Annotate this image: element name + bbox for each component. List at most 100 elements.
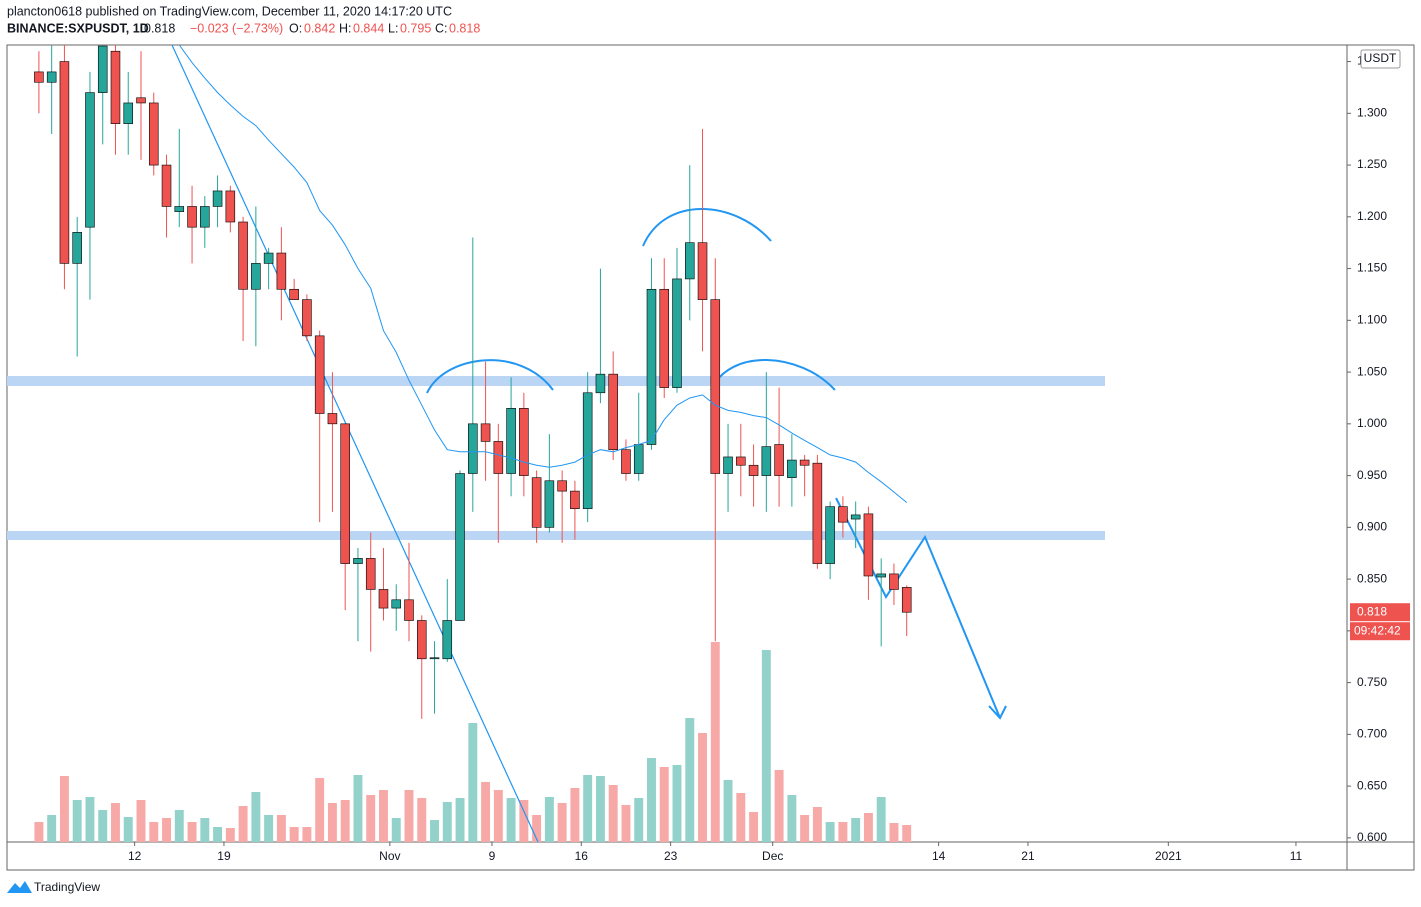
resistance-zone [7, 376, 1105, 386]
y-tick-label: 0.900 [1357, 520, 1387, 534]
candle-body [174, 206, 185, 212]
volume-bar [774, 770, 784, 842]
candle-body [34, 71, 44, 83]
y-tick-label: 0.700 [1357, 727, 1387, 741]
candle-body [506, 408, 516, 474]
volume-bar [162, 818, 171, 842]
y-tick-label: 1.250 [1357, 157, 1387, 171]
volume-bar [621, 805, 631, 842]
candle-body [97, 45, 108, 93]
candle-body [557, 480, 567, 492]
volume-bar [327, 803, 337, 842]
volume-bar [493, 790, 503, 842]
candle-body [442, 620, 453, 660]
volume-bar [570, 788, 580, 842]
x-tick-label: 12 [128, 849, 142, 863]
candle-body [59, 61, 70, 264]
candle-body [838, 506, 848, 523]
volume-bar [749, 812, 759, 842]
volume-bar [812, 807, 822, 842]
candle-body [710, 299, 721, 474]
candle-body [161, 164, 172, 207]
volume-bar [353, 775, 363, 842]
volume-bar [379, 790, 388, 842]
x-tick-label: 2021 [1155, 849, 1182, 863]
volume-bar [800, 815, 810, 842]
volume-bar [672, 765, 682, 842]
x-tick-label: Dec [762, 849, 783, 863]
x-tick-label: 21 [1021, 849, 1035, 863]
change: −0.023 (−2.73%) [190, 21, 283, 35]
last-price: 0.818 [1357, 604, 1387, 618]
currency: USDT [1364, 51, 1397, 65]
candle-body [531, 477, 542, 528]
candle-body [263, 252, 274, 264]
x-tick-label: 16 [575, 849, 589, 863]
candle-body [429, 657, 440, 660]
candle-body [672, 278, 682, 388]
y-tick-label: 0.950 [1357, 468, 1387, 482]
symbol: BINANCE:SXPUSDT, 1D [7, 21, 149, 35]
candle-body [876, 573, 886, 578]
volume-bar [225, 828, 235, 842]
volume-bar [302, 827, 312, 842]
candle-body [825, 506, 835, 564]
candle-body [353, 558, 363, 564]
x-tick-label: 9 [489, 849, 496, 863]
high: 0.844 [353, 21, 384, 35]
support-zone [7, 531, 1105, 540]
candle-body [212, 190, 223, 207]
volume-bar [417, 798, 427, 842]
candle-body [723, 456, 733, 474]
candle-body [595, 373, 606, 394]
candle-body [608, 373, 618, 451]
volume-bar [468, 723, 478, 842]
x-tick-label: 14 [932, 849, 946, 863]
candle-body [251, 263, 261, 290]
candle-body [340, 423, 350, 564]
y-tick-label: 1.100 [1357, 312, 1387, 326]
trend-line [171, 45, 539, 842]
volume-bar [111, 803, 120, 842]
volume-bar [315, 778, 325, 842]
candle-body [774, 444, 784, 476]
volume-bar [608, 785, 618, 842]
candle-body [404, 599, 414, 621]
candles-layer [34, 45, 912, 719]
last: 0.818 [144, 21, 175, 35]
volume-bar [889, 823, 899, 842]
candle-body [378, 589, 389, 609]
volume-bar [863, 813, 873, 842]
countdown-box [1350, 622, 1410, 641]
candle-body [148, 102, 159, 166]
volume-bar [174, 810, 184, 842]
candle-body [812, 462, 823, 564]
volume-bar [404, 790, 414, 842]
candle-body [327, 413, 338, 425]
y-tick-label: 1.300 [1357, 105, 1387, 119]
left-shoulder [426, 359, 554, 394]
projection-arrow [835, 497, 1001, 719]
volume-bar [98, 810, 108, 842]
volume-bar [902, 825, 912, 842]
y-tick-label: 1.200 [1357, 209, 1387, 223]
candle-body [799, 459, 810, 466]
moving-average [178, 45, 908, 503]
candle-body [187, 206, 197, 228]
volume-bar [647, 758, 656, 842]
volume-bar [544, 797, 554, 842]
x-tick-label: Nov [379, 849, 400, 863]
volume-bar [506, 798, 516, 842]
candle-body [659, 288, 670, 388]
candle-body [570, 490, 580, 510]
volume-bar [710, 642, 720, 842]
volume-bar [200, 818, 210, 842]
y-tick-label: 0.750 [1357, 675, 1387, 689]
candle-body [736, 456, 746, 466]
candle-body [365, 558, 376, 590]
x-tick-label: 11 [1290, 849, 1303, 863]
candle-body [748, 464, 759, 476]
candle-body [544, 480, 555, 528]
candle-body [863, 513, 874, 577]
